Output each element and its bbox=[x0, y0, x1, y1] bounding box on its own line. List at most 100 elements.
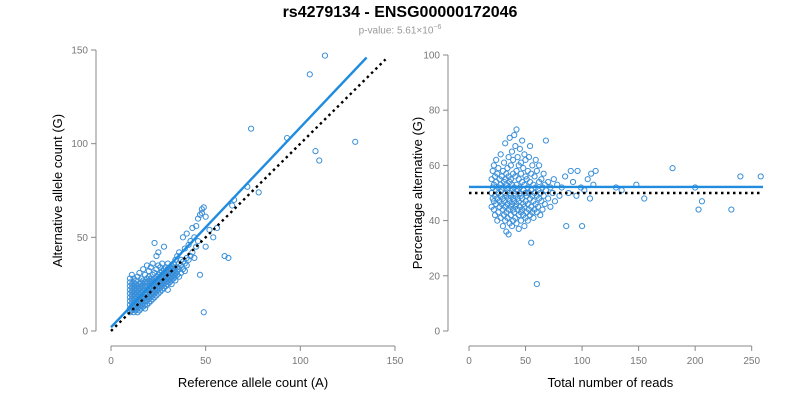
chart-1-data-point bbox=[202, 243, 209, 250]
chart-1-data-point bbox=[193, 243, 200, 250]
chart-1-data-point bbox=[168, 277, 175, 284]
chart-1-y-axis-title: Alternative allele count (G) bbox=[50, 114, 65, 267]
chart-1-data-point bbox=[179, 234, 187, 241]
chart-1-x-tick-label: 0 bbox=[108, 356, 114, 367]
chart-2-y-tick-label: 60 bbox=[429, 161, 441, 172]
chart-1-x-axis-title: Reference allele count (A) bbox=[178, 375, 328, 390]
chart-2-data-point bbox=[529, 162, 536, 169]
chart-2-data-point bbox=[542, 137, 549, 144]
chart-2-data-point bbox=[545, 178, 552, 186]
chart-2-x-tick-label: 100 bbox=[574, 356, 591, 367]
chart-2-data-point bbox=[522, 189, 529, 197]
chart-1-x-tick-label: 50 bbox=[200, 356, 212, 367]
chart-1-data-point bbox=[179, 266, 187, 273]
chart-1-data-point bbox=[162, 279, 170, 286]
chart-2-data-point bbox=[728, 206, 735, 213]
chart-2-data-point bbox=[532, 156, 539, 163]
chart-1-data-point bbox=[145, 299, 152, 306]
chart-2-data-point bbox=[513, 167, 520, 175]
chart-2-x-tick-label: 0 bbox=[466, 356, 472, 367]
chart-1-data-point bbox=[198, 206, 205, 213]
chart-2-data-point bbox=[533, 280, 540, 288]
chart-1-data-point bbox=[130, 282, 137, 290]
chart-1-data-point bbox=[164, 277, 171, 284]
chart-1-data-point bbox=[132, 281, 139, 288]
chart-1-data-point bbox=[200, 309, 207, 316]
chart-1-data-point bbox=[128, 281, 135, 288]
chart-2-data-point bbox=[526, 178, 534, 186]
chart-2-data-point bbox=[505, 154, 512, 161]
chart-2-data-point bbox=[540, 192, 547, 199]
chart-1-data-point bbox=[172, 273, 179, 280]
chart-1-data-point bbox=[181, 245, 188, 252]
chart-2-data-point bbox=[514, 154, 521, 161]
chart-2-data-point bbox=[526, 142, 534, 150]
chart-1-data-point bbox=[191, 254, 198, 262]
chart-1-data-point bbox=[136, 284, 143, 292]
chart-2-data-point bbox=[669, 165, 676, 172]
chart-1-data-point bbox=[225, 254, 232, 262]
chart-2-data-point bbox=[515, 225, 522, 232]
chart-1-data-point bbox=[183, 230, 190, 237]
chart-2-data-point bbox=[500, 159, 508, 166]
chart-1-data-point bbox=[168, 273, 175, 280]
chart-2-data-point bbox=[641, 195, 648, 202]
chart-1-data-point bbox=[130, 286, 137, 293]
chart-1-data-point bbox=[126, 290, 134, 297]
chart-2-data-point bbox=[516, 145, 523, 152]
chart-1-y-tick-label: 0 bbox=[82, 327, 88, 338]
chart-1-data-point bbox=[128, 288, 135, 295]
chart-1-data-point bbox=[126, 294, 134, 301]
chart-1-data-point bbox=[128, 284, 135, 292]
chart-1-data-point bbox=[255, 189, 262, 196]
chart-1-data-point bbox=[151, 294, 158, 301]
chart-2-data-point bbox=[545, 195, 552, 202]
chart-1-reference-line bbox=[110, 58, 387, 332]
chart-1-data-point bbox=[172, 277, 179, 284]
chart-2-data-point bbox=[588, 170, 595, 177]
chart-1-data-point bbox=[352, 138, 359, 145]
chart-2-data-point bbox=[508, 148, 516, 155]
chart-subtitle: p-value: 5.61×10−6 bbox=[0, 24, 800, 36]
chart-1-data-point bbox=[306, 71, 313, 78]
chart-2-data-point bbox=[499, 223, 507, 230]
subtitle-exponent: −6 bbox=[433, 24, 442, 31]
chart-1-data-point bbox=[126, 297, 134, 305]
chart-2-data-point bbox=[502, 140, 509, 147]
chart-1-y-tick-label: 100 bbox=[71, 139, 88, 150]
chart-2-data-point bbox=[521, 151, 528, 158]
chart-2-data-point bbox=[573, 192, 580, 199]
chart-2-data-point bbox=[528, 170, 535, 177]
chart-1-data-point bbox=[166, 275, 173, 282]
chart-2-y-tick-label: 20 bbox=[429, 271, 441, 282]
chart-1-data-point bbox=[132, 288, 139, 295]
chart-2-data-point bbox=[505, 231, 512, 238]
chart-1-data-point bbox=[134, 309, 141, 316]
chart-1-data-point bbox=[134, 290, 141, 297]
chart-1-data-point bbox=[149, 260, 156, 267]
chart-2-data-point bbox=[495, 209, 502, 216]
chart-2-data-point bbox=[517, 170, 525, 177]
chart-1-data-point bbox=[213, 224, 221, 232]
chart-2-data-point bbox=[563, 223, 570, 230]
chart-2-data-point bbox=[541, 200, 548, 208]
chart-2-data-point bbox=[495, 165, 502, 172]
chart-1-data-point bbox=[229, 202, 236, 209]
chart-1-data-point bbox=[198, 209, 205, 217]
chart-2-data-point bbox=[512, 142, 519, 150]
chart-2-data-point bbox=[490, 162, 497, 169]
chart-2-data-point bbox=[531, 173, 538, 180]
chart-1-data-point bbox=[143, 286, 151, 293]
chart-1-data-point bbox=[136, 307, 143, 314]
chart-1-data-point bbox=[149, 296, 156, 303]
chart-1-data-point bbox=[321, 52, 329, 59]
chart-2-data-point bbox=[489, 167, 496, 175]
chart-1-data-point bbox=[206, 226, 213, 233]
chart-1-data-point bbox=[194, 237, 202, 245]
chart-1-data-point bbox=[130, 290, 137, 297]
chart-1-data-point bbox=[200, 204, 207, 211]
chart-2-data-point bbox=[586, 195, 594, 202]
chart-1-data-point bbox=[130, 279, 137, 286]
chart-1-data-point bbox=[181, 260, 188, 267]
chart-1-data-point bbox=[157, 288, 164, 295]
